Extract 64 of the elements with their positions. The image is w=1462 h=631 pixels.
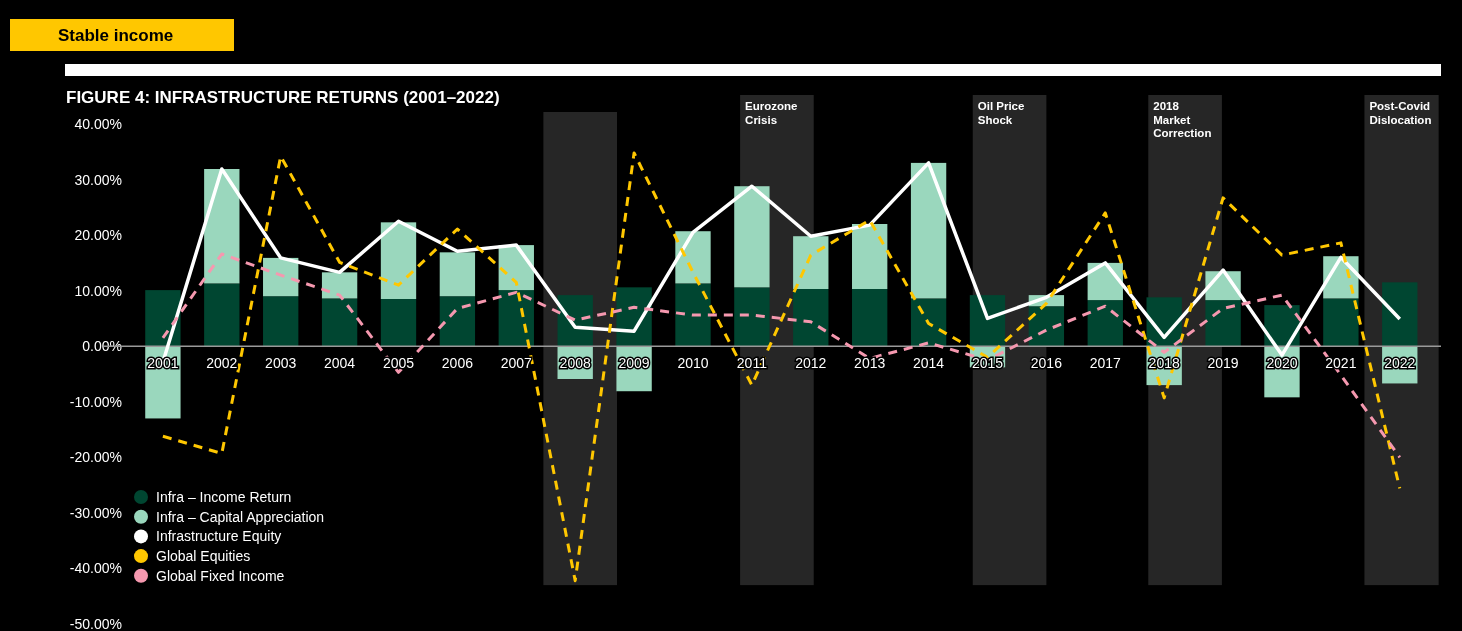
bar bbox=[380, 222, 417, 299]
y-tick-label: 0.00% bbox=[82, 338, 122, 355]
text: Stable income bbox=[58, 26, 174, 45]
bar bbox=[675, 283, 711, 347]
bar bbox=[439, 296, 476, 347]
x-tick-label: 2021 bbox=[1325, 355, 1357, 372]
x-tick-label: 2017 bbox=[1089, 355, 1122, 372]
y-tick-label: 40.00% bbox=[74, 116, 122, 132]
x-tick-label: 2005 bbox=[382, 355, 415, 372]
y-tick-label: -30.00% bbox=[69, 504, 122, 521]
y-tick-label: -10.00% bbox=[69, 393, 122, 410]
bar bbox=[321, 298, 358, 347]
y-tick-label: -40.00% bbox=[69, 560, 122, 577]
x-tick-label: 2015 bbox=[971, 355, 1004, 372]
bar bbox=[793, 236, 829, 289]
bar bbox=[910, 298, 947, 347]
bar bbox=[1205, 300, 1241, 347]
x-tick-label: 2002 bbox=[206, 355, 238, 372]
bar bbox=[852, 289, 888, 347]
band-label: Post-Covid Dislocation bbox=[1369, 100, 1432, 126]
bar bbox=[793, 289, 829, 347]
x-tick-label: 2010 bbox=[677, 355, 709, 372]
x-tick-label: 2018 bbox=[1148, 355, 1180, 372]
bar bbox=[1323, 298, 1359, 347]
legend-label: Infrastructure Equity bbox=[156, 528, 282, 545]
legend-label: Global Equities bbox=[156, 548, 251, 565]
chart-title: FIGURE 4: INFRASTRUCTURE RETURNS (2001–2022) bbox=[66, 88, 500, 107]
x-tick-label: 2009 bbox=[618, 355, 650, 372]
bar bbox=[910, 162, 947, 299]
bar bbox=[321, 272, 358, 299]
y-tick-label: 10.00% bbox=[74, 282, 122, 299]
x-tick-label: 2019 bbox=[1207, 355, 1239, 372]
x-tick-label: 2001 bbox=[147, 355, 179, 372]
x-tick-label: 2007 bbox=[500, 355, 533, 372]
x-tick-label: 2003 bbox=[265, 355, 297, 372]
legend-label: Infra – Capital Appreciation bbox=[156, 508, 325, 525]
bar bbox=[734, 186, 770, 288]
legend-label: Global Fixed Income bbox=[156, 567, 285, 584]
bar bbox=[204, 283, 240, 347]
bar bbox=[145, 290, 181, 347]
bar bbox=[263, 296, 299, 347]
x-tick-label: 2014 bbox=[913, 355, 945, 372]
x-tick-label: 2008 bbox=[559, 355, 591, 372]
bar bbox=[380, 299, 417, 347]
x-tick-label: 2012 bbox=[795, 355, 827, 372]
band-label: Oil Price Shock bbox=[977, 100, 1025, 126]
x-tick-label: 2013 bbox=[854, 355, 886, 372]
band-label: Eurozone Crisis bbox=[745, 100, 798, 126]
bar bbox=[852, 224, 888, 289]
bar bbox=[1382, 282, 1418, 347]
x-tick-label: 2016 bbox=[1030, 355, 1063, 372]
x-tick-label: 2020 bbox=[1266, 355, 1298, 372]
band-label: 2018 Market Correction bbox=[1153, 100, 1212, 139]
legend-label: Infra – Income Return bbox=[156, 489, 292, 505]
bar bbox=[1087, 300, 1123, 347]
bar bbox=[439, 252, 476, 297]
x-tick-label: 2004 bbox=[324, 355, 356, 372]
y-tick-label: -50.00% bbox=[69, 616, 122, 631]
y-tick-label: 20.00% bbox=[74, 227, 122, 244]
bar bbox=[734, 287, 770, 347]
y-tick-label: 30.00% bbox=[74, 171, 122, 188]
x-tick-label: 2022 bbox=[1384, 355, 1416, 372]
y-tick-label: -20.00% bbox=[69, 449, 122, 466]
x-tick-label: 2006 bbox=[441, 355, 474, 372]
